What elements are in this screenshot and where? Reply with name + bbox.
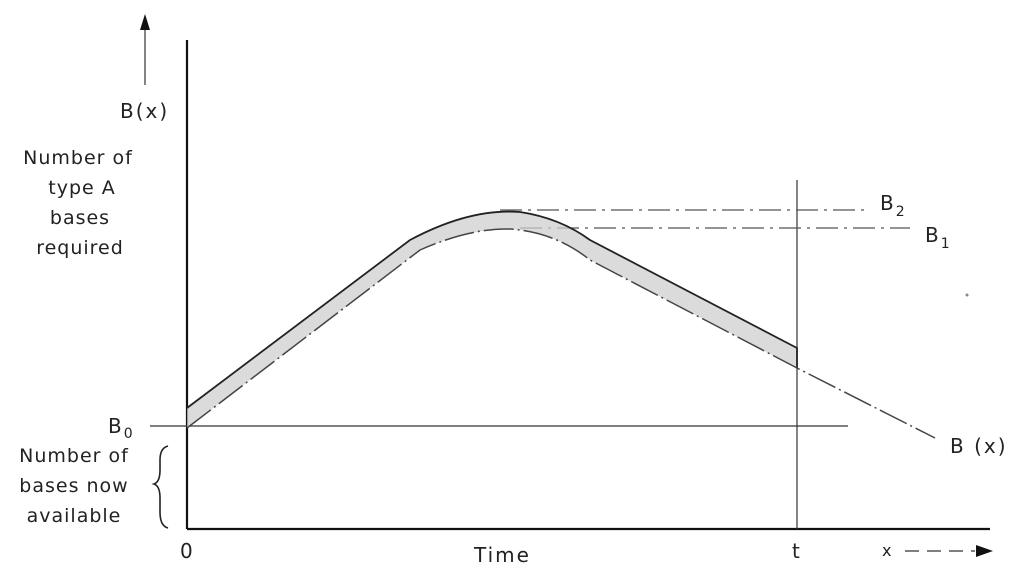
y-axis-arrow-head	[140, 14, 150, 30]
y-axis-description-line-3: bases	[50, 207, 110, 229]
x-axis-title: Time	[473, 543, 531, 567]
available-brace	[151, 445, 169, 529]
y-axis-description-line-1: Number of	[23, 147, 133, 169]
upper-curve	[186, 210, 798, 409]
b1-label: B1	[925, 223, 952, 252]
y-axis-symbol: B(x)	[120, 99, 169, 123]
y-axis-description-line-4: required	[36, 237, 124, 259]
curve-label: B (x)	[950, 434, 1008, 458]
available-line-3: available	[27, 505, 122, 527]
b2-label: B2	[880, 191, 907, 220]
origin-label: 0	[180, 539, 195, 563]
available-line-1: Number of	[19, 445, 129, 467]
y-axis-description-line-2: type A	[48, 177, 115, 199]
b-x-curve	[186, 228, 936, 439]
t-label: t	[792, 539, 802, 563]
available-line-2: bases now	[19, 475, 128, 497]
stray-dot	[965, 293, 969, 297]
b0-label: B0	[108, 414, 135, 442]
requirement-band	[187, 211, 797, 428]
x-axis-arrow-head	[976, 545, 993, 557]
x-label: x	[882, 541, 891, 560]
